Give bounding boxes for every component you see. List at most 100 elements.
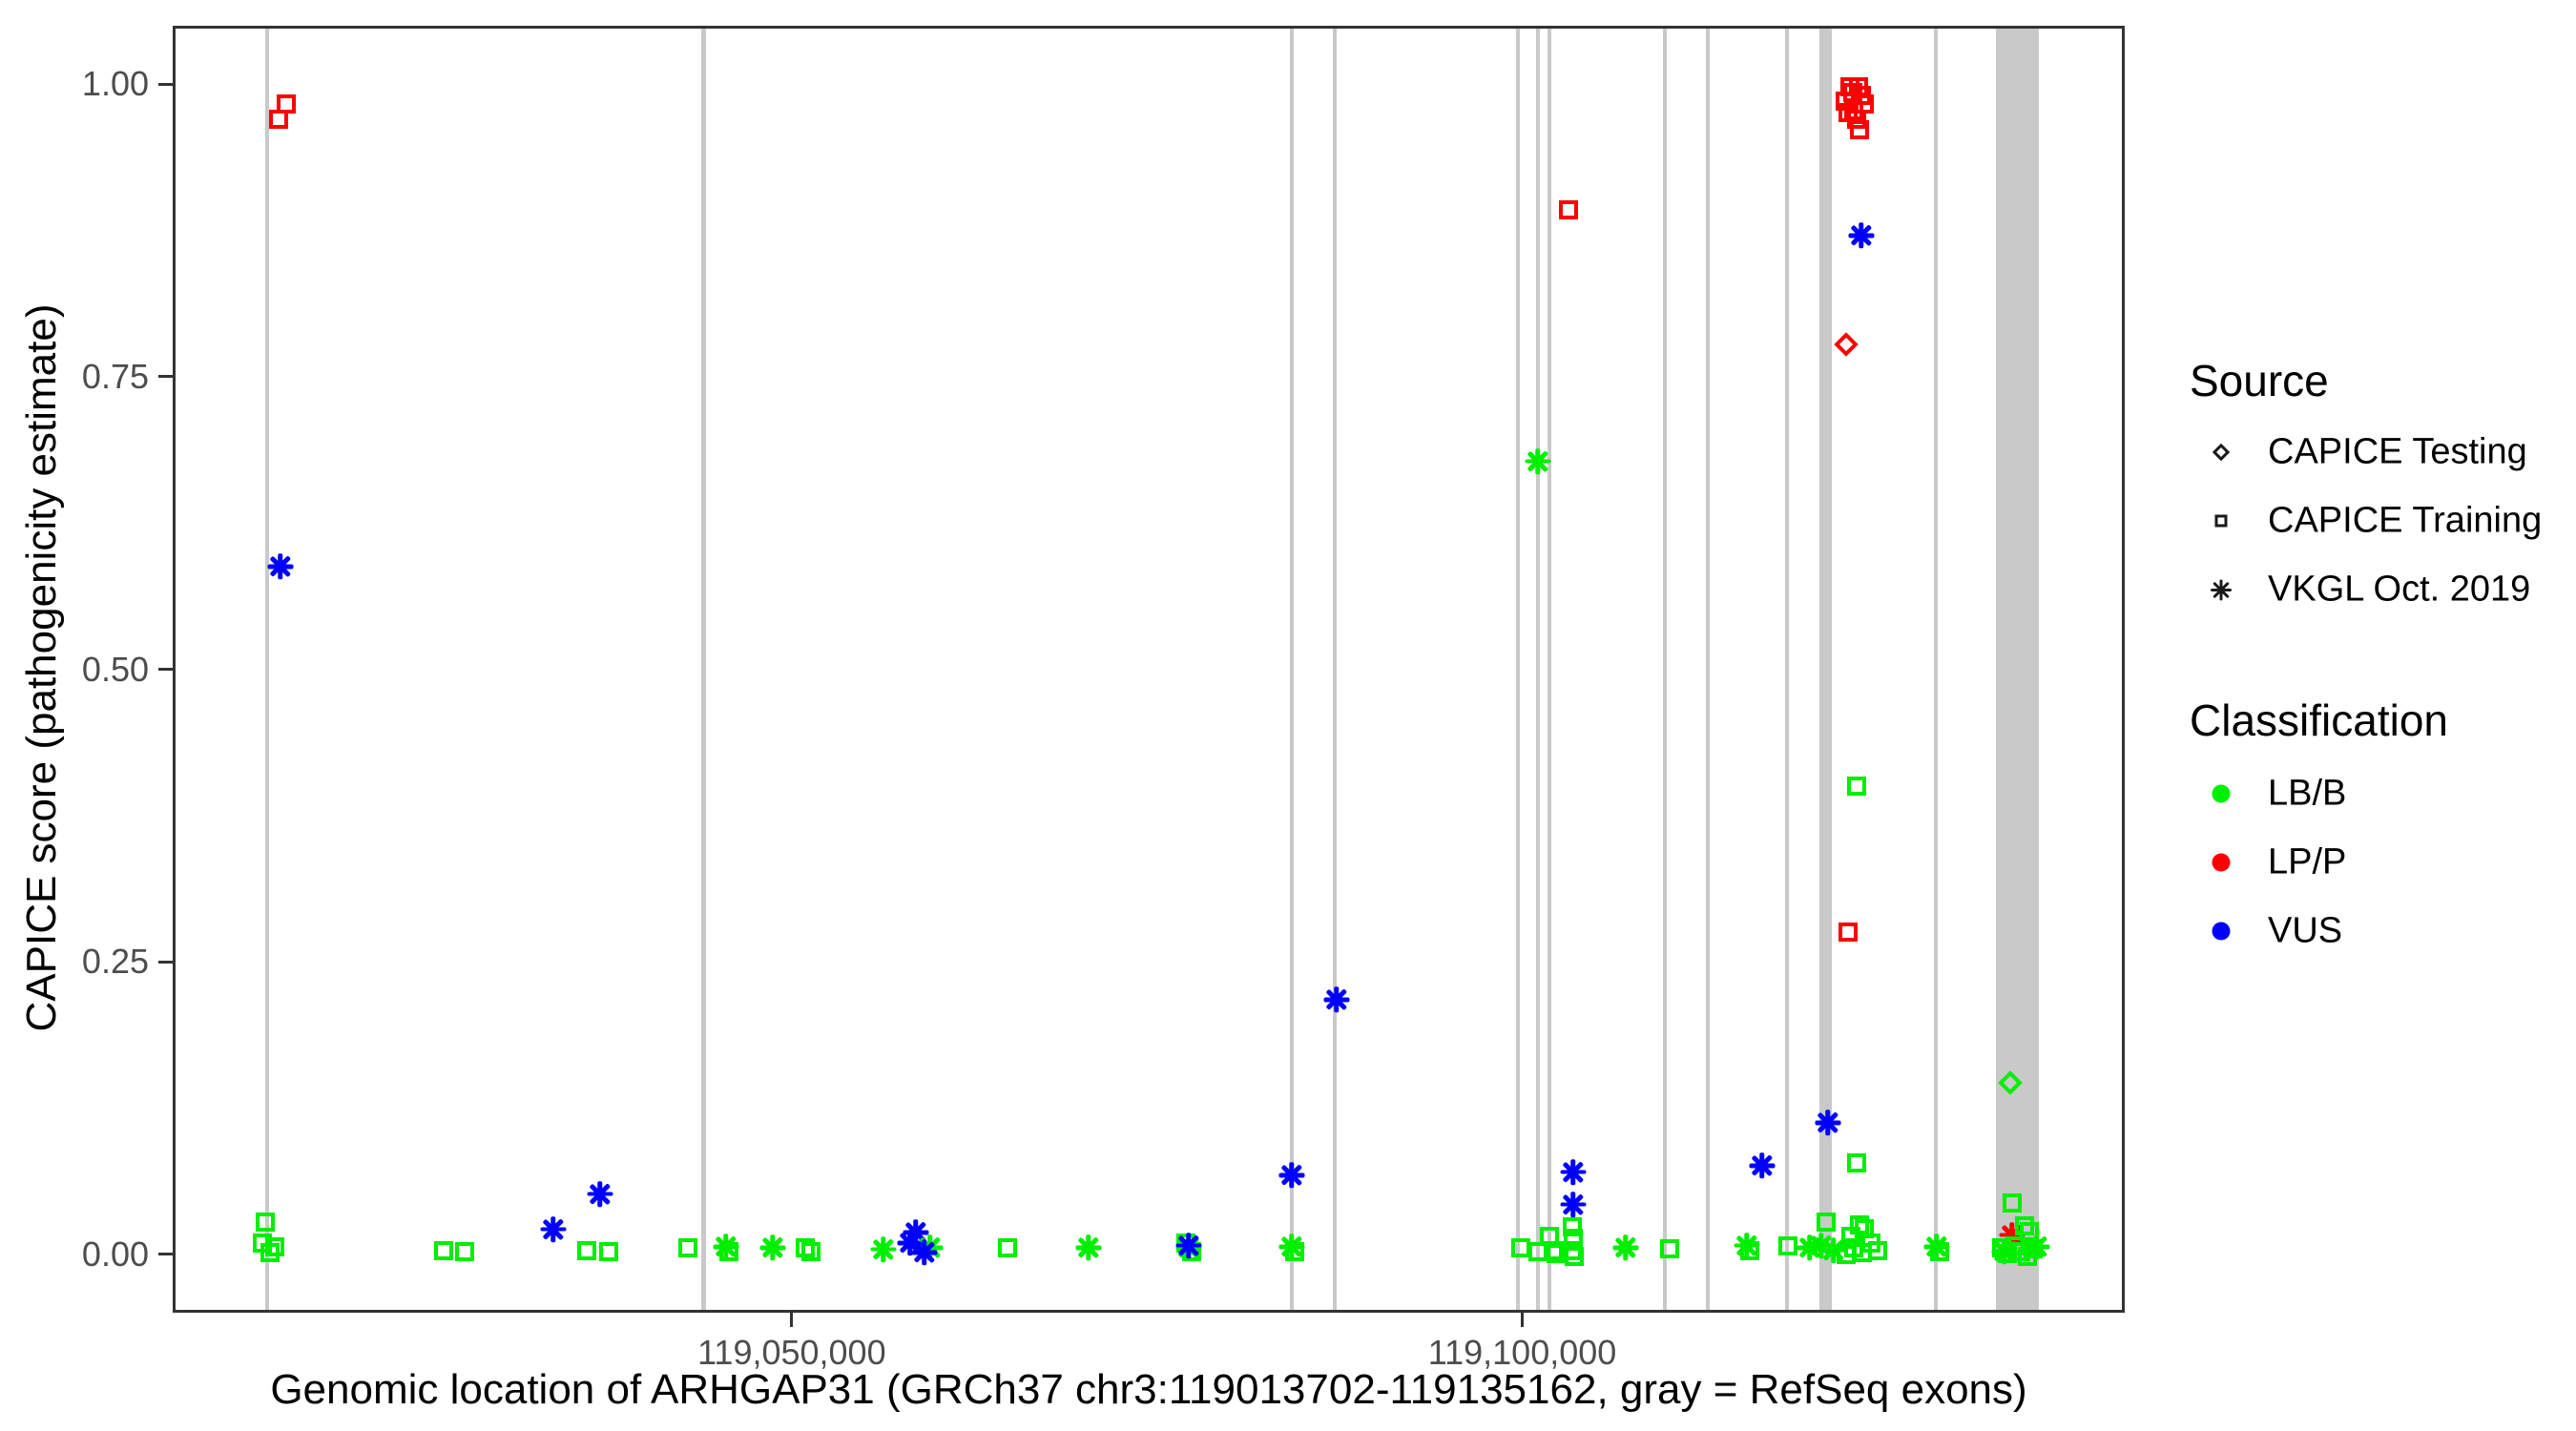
data-point-vkgl: [911, 1239, 938, 1266]
data-point-vkgl: [540, 1215, 567, 1242]
x-tick-label: 119,050,000: [697, 1333, 886, 1372]
diamond-icon: [2212, 443, 2233, 465]
data-point-vkgl: [897, 1230, 924, 1256]
refseq-exon-bar: [1934, 29, 1939, 1310]
refseq-exon-bar: [1818, 29, 1833, 1310]
refseq-exon-bar: [265, 29, 270, 1310]
y-tick-label: 0.25: [81, 942, 149, 982]
data-point-vkgl: [1815, 1110, 1841, 1136]
data-point-training: [1930, 1241, 1950, 1261]
data-point-vkgl: [1808, 1233, 1835, 1259]
data-point-training: [1543, 1240, 1563, 1260]
data-point-vkgl: [587, 1181, 613, 1208]
legend-item-label: LP/P: [2268, 841, 2347, 882]
data-point-training: [434, 1240, 454, 1260]
y-tick-mark: [158, 960, 173, 964]
data-point-training: [1850, 120, 1870, 140]
data-point-vkgl: [1820, 1237, 1847, 1264]
data-point-training: [1559, 199, 1579, 219]
refseq-exon-bar: [1662, 29, 1667, 1310]
color-dot-icon: [2212, 853, 2239, 881]
data-point-training: [577, 1240, 597, 1260]
refseq-exon-bar: [1785, 29, 1790, 1310]
legend-source-title: Source: [2190, 356, 2329, 405]
y-tick-label: 0.75: [81, 356, 149, 396]
legend-item-label: CAPICE Testing: [2268, 431, 2527, 472]
legend-classification-title: Classification: [2190, 695, 2448, 745]
data-point-training: [1867, 1240, 1887, 1260]
data-point-training: [1847, 776, 1867, 796]
data-point-training: [1838, 922, 1858, 942]
data-point-vkgl: [1749, 1152, 1776, 1179]
x-axis-title: Genomic location of ARHGAP31 (GRCh37 chr…: [270, 1366, 2027, 1413]
x-tick-label: 119,100,000: [1427, 1333, 1617, 1372]
color-dot-icon: [2212, 922, 2239, 949]
data-point-vkgl: [1278, 1234, 1305, 1260]
data-point-vkgl: [1999, 1222, 2025, 1249]
refseq-exon-bar: [1548, 29, 1552, 1310]
data-point-training: [718, 1241, 738, 1261]
data-point-training: [678, 1238, 698, 1258]
data-point-training: [1837, 1245, 1857, 1265]
legend-item-label: VUS: [2268, 910, 2343, 951]
data-point-vkgl: [870, 1235, 897, 1262]
data-point-training: [454, 1241, 474, 1261]
data-point-training: [1562, 1217, 1582, 1236]
legend-item-label: VKGL Oct. 2019: [2268, 569, 2531, 610]
data-point-training: [1284, 1241, 1304, 1261]
refseq-exon-bar: [1290, 29, 1295, 1310]
y-tick-mark: [158, 82, 173, 86]
refseq-exon-bar: [701, 29, 707, 1310]
data-point-training: [1510, 1238, 1530, 1258]
data-point-training: [264, 1236, 284, 1256]
data-point-training: [255, 1213, 275, 1233]
plot-panel: [173, 26, 2125, 1313]
square-icon: [2214, 514, 2233, 533]
data-point-training: [1847, 1152, 1867, 1172]
refseq-exon-bar: [1516, 29, 1521, 1310]
x-tick-mark: [1521, 1313, 1525, 1327]
data-point-training: [1564, 1229, 1584, 1249]
data-point-vkgl: [1560, 1158, 1587, 1185]
data-point-vkgl: [1175, 1233, 1202, 1259]
data-point-vkgl: [1323, 986, 1350, 1013]
data-point-vkgl: [1278, 1162, 1305, 1189]
data-point-vkgl: [1075, 1234, 1102, 1261]
legend-item-label: LB/B: [2268, 773, 2347, 814]
data-point-vkgl: [1612, 1234, 1639, 1261]
data-point-training: [1847, 110, 1867, 130]
data-point-vkgl: [267, 553, 294, 580]
data-point-vkgl: [1923, 1234, 1950, 1260]
data-point-training: [1778, 1235, 1798, 1255]
data-point-vkgl: [2024, 1234, 2050, 1260]
data-point-training: [998, 1238, 1018, 1258]
data-point-vkgl: [1734, 1233, 1760, 1259]
data-point-training: [1850, 1214, 1870, 1234]
color-dot-icon: [2212, 784, 2239, 812]
y-tick-label: 0.50: [81, 649, 149, 689]
y-tick-mark: [158, 668, 173, 671]
refseq-exon-bar: [1996, 29, 2039, 1310]
data-point-training: [599, 1241, 619, 1261]
data-point-vkgl: [1797, 1234, 1823, 1261]
data-point-training: [2003, 1193, 2023, 1213]
legend-item-label: CAPICE Training: [2268, 500, 2543, 541]
data-point-training: [1564, 1246, 1584, 1266]
data-point-vkgl: [1560, 1192, 1587, 1218]
x-tick-mark: [790, 1313, 794, 1327]
y-tick-mark: [158, 375, 173, 379]
data-point-vkgl: [1848, 222, 1875, 249]
data-point-vkgl: [759, 1234, 786, 1261]
data-point-vkgl: [713, 1234, 739, 1260]
data-point-training: [1660, 1239, 1680, 1259]
data-point-training: [269, 110, 289, 130]
data-point-training: [1817, 1213, 1836, 1233]
data-point-vkgl: [1991, 1238, 2018, 1265]
data-point-vkgl: [1525, 448, 1551, 475]
y-tick-label: 0.00: [81, 1234, 149, 1274]
refseq-exon-bar: [1333, 29, 1338, 1310]
refseq-exon-bar: [1536, 29, 1541, 1310]
data-point-training: [1740, 1240, 1760, 1260]
asterisk-icon: [2211, 579, 2242, 611]
